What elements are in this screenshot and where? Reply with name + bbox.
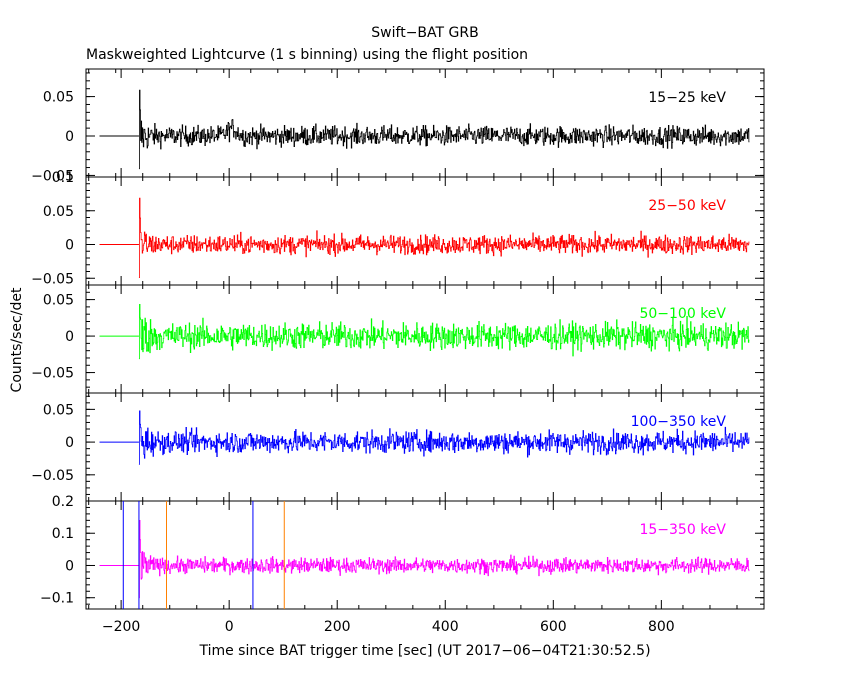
energy-band-label: 15−350 keV — [639, 522, 726, 538]
chart-title: Swift−BAT GRB — [371, 25, 478, 41]
panel: −0.05 0 0.05 50−100 keV — [31, 284, 765, 394]
x-tick-label: 0 — [225, 619, 234, 635]
y-tick-label: 0.1 — [52, 170, 74, 186]
y-tick-label: 0 — [65, 129, 74, 145]
y-tick-label: 0.2 — [52, 494, 74, 510]
panel: −0.05 0 0.05 15−25 keV — [31, 68, 765, 184]
panel: −0.05 0 0.05 0.1 25−50 keV — [31, 170, 765, 287]
energy-band-label: 100−350 keV — [631, 414, 727, 430]
x-tick-label: 200 — [324, 619, 351, 635]
series-line — [138, 519, 750, 599]
panel-frame — [85, 68, 765, 178]
y-tick-label: −0.05 — [31, 271, 74, 287]
y-tick-label: 0.05 — [43, 402, 74, 418]
energy-band-label: 50−100 keV — [639, 306, 726, 322]
y-tick-label: −0.05 — [31, 468, 74, 484]
y-axis-label: Counts/sec/det — [9, 287, 25, 392]
y-tick-label: 0 — [65, 435, 74, 451]
energy-band-label: 15−25 keV — [648, 90, 726, 106]
x-axis-label: Time since BAT trigger time [sec] (UT 20… — [198, 643, 650, 659]
series-line — [138, 197, 750, 278]
y-tick-label: 0 — [65, 329, 74, 345]
x-tick-label: 400 — [432, 619, 459, 635]
y-tick-label: −0.05 — [31, 366, 74, 382]
panel-frame — [85, 176, 765, 286]
y-tick-label: 0.05 — [43, 293, 74, 309]
y-tick-label: 0.05 — [43, 204, 74, 220]
y-tick-label: −0.1 — [40, 591, 74, 607]
panel: −0.1 0 0.1 0.2 15−350 keV — [40, 494, 765, 610]
panels: −0.05 0 0.05 15−25 keV −0.05 0 0.05 0.1 25−50 ke… — [31, 68, 765, 610]
panel: −0.05 0 0.05 100−350 keV — [31, 392, 765, 502]
y-tick-label: 0 — [65, 558, 74, 574]
x-tick-label: 800 — [648, 619, 675, 635]
series-line — [138, 89, 750, 170]
energy-band-label: 25−50 keV — [648, 198, 726, 214]
series-line — [138, 304, 750, 360]
x-tick-label: −200 — [102, 619, 140, 635]
series-line — [138, 410, 750, 465]
y-tick-label: −0.05 — [31, 168, 74, 184]
x-axis: −200 0 200 400 600 800 — [102, 619, 675, 635]
y-tick-label: 0.1 — [52, 526, 74, 542]
chart-subtitle: Maskweighted Lightcurve (1 s binning) us… — [86, 47, 528, 63]
panel-frame — [85, 500, 765, 610]
y-tick-label: 0 — [65, 238, 74, 254]
y-tick-label: 0.05 — [43, 90, 74, 106]
x-tick-label: 600 — [540, 619, 567, 635]
